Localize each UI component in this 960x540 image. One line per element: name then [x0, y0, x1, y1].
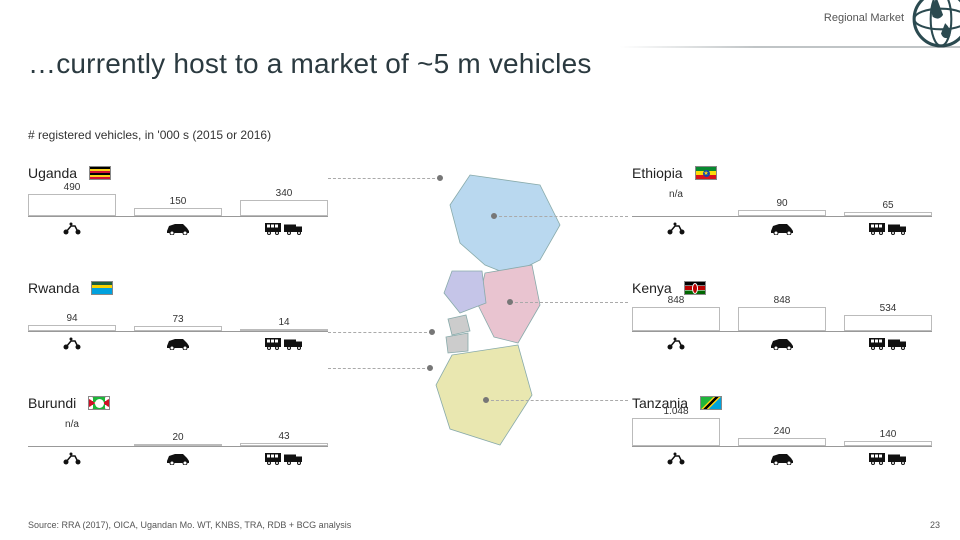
bar-2: 534	[844, 315, 932, 331]
country-label: Uganda	[28, 165, 77, 181]
country-name: Kenya	[632, 280, 932, 296]
icon-row	[632, 221, 932, 235]
bar-2: 65	[844, 212, 932, 216]
source-text: Source: RRA (2017), OICA, Ugandan Mo. WT…	[28, 520, 351, 530]
bus-truck-icon	[240, 221, 328, 235]
bar-2: 14	[240, 329, 328, 331]
page-title: …currently host to a market of ~5 m vehi…	[28, 48, 592, 80]
leader-line-ethiopia	[494, 216, 628, 217]
map-region-rwanda	[448, 315, 470, 335]
bar-row: 1.048 240 140	[632, 417, 932, 447]
leader-dot-kenya	[507, 299, 513, 305]
country-label: Ethiopia	[632, 165, 683, 181]
country-name: Burundi	[28, 395, 328, 411]
bus-truck-icon	[240, 451, 328, 465]
map-region-ethiopia	[450, 175, 560, 275]
bar-1: 73	[134, 326, 222, 331]
bus-truck-icon	[240, 336, 328, 350]
motorcycle-icon	[632, 336, 720, 350]
car-icon	[738, 451, 826, 465]
leader-line-tanzania	[486, 400, 628, 401]
country-block-rwanda: Rwanda 94 73 14	[28, 280, 328, 350]
icon-row	[28, 221, 328, 235]
motorcycle-icon	[28, 221, 116, 235]
motorcycle-icon	[632, 221, 720, 235]
bus-truck-icon	[844, 221, 932, 235]
car-icon	[134, 336, 222, 350]
icon-row	[632, 336, 932, 350]
bar-0: n/a	[28, 432, 116, 446]
bar-0: 848	[632, 307, 720, 331]
bar-1: 240	[738, 438, 826, 446]
bar-1: 90	[738, 210, 826, 216]
map-region-tanzania	[436, 345, 532, 445]
bar-2: 340	[240, 200, 328, 216]
east-africa-map	[390, 150, 570, 480]
icon-row	[632, 451, 932, 465]
leader-line-burundi	[328, 368, 430, 369]
car-icon	[134, 221, 222, 235]
bar-row: 848 848 534	[632, 302, 932, 332]
bar-row: n/a 90 65	[632, 187, 932, 217]
bar-1: 20	[134, 444, 222, 446]
leader-dot-burundi	[427, 365, 433, 371]
page-number: 23	[930, 520, 940, 530]
bar-0: 1.048	[632, 418, 720, 446]
bar-0: 94	[28, 325, 116, 331]
bar-2: 43	[240, 443, 328, 446]
country-block-kenya: Kenya 848 848 534	[632, 280, 932, 350]
leader-dot-tanzania	[483, 397, 489, 403]
bus-truck-icon	[844, 451, 932, 465]
icon-row	[28, 451, 328, 465]
bar-row: n/a 20 43	[28, 417, 328, 447]
car-icon	[738, 221, 826, 235]
leader-dot-uganda	[437, 175, 443, 181]
leader-line-uganda	[328, 178, 440, 179]
leader-line-rwanda	[328, 332, 432, 333]
country-label: Rwanda	[28, 280, 79, 296]
country-name: Ethiopia ★	[632, 165, 932, 181]
bar-0: n/a	[632, 202, 720, 216]
country-block-ethiopia: Ethiopia ★ n/a 90 65	[632, 165, 932, 235]
map-region-burundi	[446, 333, 468, 353]
icon-row	[28, 336, 328, 350]
country-name: Uganda	[28, 165, 328, 181]
leader-dot-ethiopia	[491, 213, 497, 219]
bar-1: 848	[738, 307, 826, 331]
country-block-tanzania: Tanzania 1.048240140	[632, 395, 932, 465]
bar-2: 140	[844, 441, 932, 446]
leader-dot-rwanda	[429, 329, 435, 335]
car-icon	[738, 336, 826, 350]
bar-0: 490	[28, 194, 116, 216]
country-block-uganda: Uganda 490 150 340	[28, 165, 328, 235]
motorcycle-icon	[28, 451, 116, 465]
chart-subtitle: # registered vehicles, in '000 s (2015 o…	[28, 128, 271, 142]
country-label: Kenya	[632, 280, 672, 296]
header-stripe	[620, 46, 960, 48]
motorcycle-icon	[28, 336, 116, 350]
country-name: Rwanda	[28, 280, 328, 296]
bus-truck-icon	[844, 336, 932, 350]
country-block-burundi: Burundi n/a 20 43	[28, 395, 328, 465]
bar-row: 490 150 340	[28, 187, 328, 217]
motorcycle-icon	[632, 451, 720, 465]
country-label: Burundi	[28, 395, 76, 411]
bar-1: 150	[134, 208, 222, 216]
breadcrumb: Regional Market	[824, 12, 904, 24]
car-icon	[134, 451, 222, 465]
bar-row: 94 73 14	[28, 302, 328, 332]
leader-line-kenya	[510, 302, 628, 303]
globe-icon	[910, 0, 960, 50]
